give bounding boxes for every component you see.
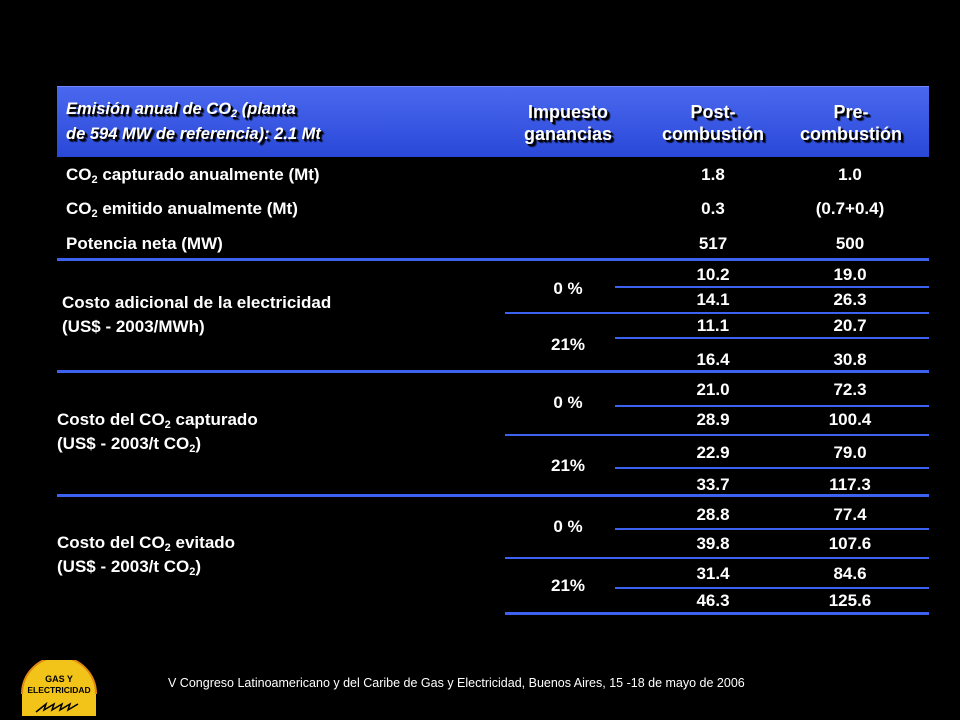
group-label-costo-co2-capturado: Costo del CO2 capturado (US$ - 2003/t CO… bbox=[57, 410, 258, 455]
cell-co2-emitido-pre: (0.7+0.4) bbox=[815, 199, 885, 218]
value-cell: 10.2 bbox=[696, 265, 730, 284]
row-divider bbox=[615, 405, 929, 407]
table-header-title: Emisión anual de CO2 (planta de 594 MW d… bbox=[66, 100, 321, 143]
value-cell: 39.8 bbox=[696, 534, 730, 553]
value-cell: 30.8 bbox=[833, 350, 867, 369]
value-cell: 21.0 bbox=[696, 380, 730, 399]
value-cell: 100.4 bbox=[828, 410, 872, 429]
value-cell: 19.0 bbox=[833, 265, 867, 284]
row-divider bbox=[505, 434, 929, 436]
value-cell: 117.3 bbox=[829, 475, 871, 494]
gas-electricidad-logo: GAS Y ELECTRICIDAD bbox=[21, 660, 97, 716]
column-header-impuesto: Impuesto ganancias bbox=[523, 102, 613, 144]
value-cell: 16.4 bbox=[696, 350, 730, 369]
value-cell: 33.7 bbox=[696, 475, 730, 494]
value-cell: 28.8 bbox=[696, 505, 730, 524]
value-cell: 22.9 bbox=[696, 443, 730, 462]
tax-rate-0: 0 % bbox=[553, 393, 583, 412]
cell-potencia-neta-pre: 500 bbox=[835, 234, 865, 253]
value-cell: 14.1 bbox=[696, 290, 730, 309]
cell-potencia-neta-post: 517 bbox=[698, 234, 728, 253]
table-header-band bbox=[57, 86, 929, 157]
value-cell: 31.4 bbox=[696, 564, 730, 583]
tax-rate-0: 0 % bbox=[553, 279, 583, 298]
tax-rate-21: 21% bbox=[550, 456, 586, 475]
column-header-pre-combustion: Pre- combustión bbox=[800, 102, 902, 144]
logo-text-line2: ELECTRICIDAD bbox=[27, 685, 90, 695]
value-cell: 77.4 bbox=[833, 505, 867, 524]
row-divider bbox=[615, 286, 929, 288]
value-cell: 28.9 bbox=[696, 410, 730, 429]
row-label-potencia-neta: Potencia neta (MW) bbox=[66, 234, 223, 253]
row-divider bbox=[615, 337, 929, 339]
section-divider bbox=[57, 258, 929, 261]
row-divider bbox=[615, 587, 929, 589]
row-label-co2-emitido: CO2 emitido anualmente (Mt) bbox=[66, 199, 298, 220]
cell-co2-capturado-pre: 1.0 bbox=[838, 165, 862, 184]
value-cell: 79.0 bbox=[833, 443, 867, 462]
row-divider bbox=[505, 557, 929, 559]
logo-text-line1: GAS Y bbox=[45, 674, 73, 684]
value-cell: 46.3 bbox=[696, 591, 730, 610]
row-divider bbox=[505, 312, 929, 314]
tax-rate-0: 0 % bbox=[553, 517, 583, 536]
group-label-costo-electricidad: Costo adicional de la electricidad (US$ … bbox=[62, 293, 332, 336]
section-divider bbox=[57, 494, 929, 497]
row-divider bbox=[615, 467, 929, 469]
value-cell: 84.6 bbox=[833, 564, 867, 583]
row-label-co2-capturado: CO2 capturado anualmente (Mt) bbox=[66, 165, 320, 186]
value-cell: 72.3 bbox=[833, 380, 867, 399]
tax-rate-21: 21% bbox=[550, 335, 586, 354]
footer-conference-text: V Congreso Latinoamericano y del Caribe … bbox=[168, 676, 745, 690]
section-divider bbox=[57, 370, 929, 373]
cell-co2-emitido-post: 0.3 bbox=[701, 199, 725, 218]
row-divider bbox=[615, 528, 929, 530]
cell-co2-capturado-post: 1.8 bbox=[701, 165, 725, 184]
table-bottom-rule bbox=[505, 612, 929, 615]
value-cell: 125.6 bbox=[828, 591, 872, 610]
group-label-costo-co2-evitado: Costo del CO2 evitado (US$ - 2003/t CO2) bbox=[57, 533, 236, 578]
tax-rate-21: 21% bbox=[550, 576, 586, 595]
column-header-post-combustion: Post- combustión bbox=[662, 102, 764, 144]
value-cell: 26.3 bbox=[833, 290, 867, 309]
value-cell: 11.1 bbox=[696, 316, 730, 335]
value-cell: 107.6 bbox=[828, 534, 872, 553]
value-cell: 20.7 bbox=[833, 316, 867, 335]
